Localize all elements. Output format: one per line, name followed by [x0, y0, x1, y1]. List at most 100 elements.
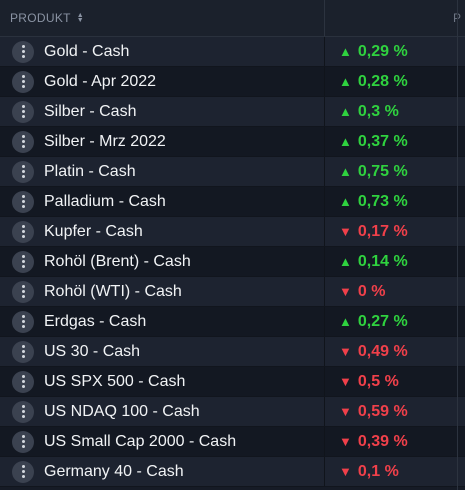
arrow-down-icon: ▼	[339, 404, 352, 419]
table-row[interactable]: Kupfer - Cash ▼ 0,17 %	[0, 217, 465, 247]
more-options-icon[interactable]	[12, 250, 34, 273]
arrow-up-icon: ▲	[339, 164, 352, 179]
table-row[interactable]: US Small Cap 2000 - Cash ▼ 0,39 %	[0, 427, 465, 457]
change-cell: ▲ 0,37 %	[325, 133, 465, 151]
product-name[interactable]: Rohöl (WTI) - Cash	[44, 282, 182, 300]
product-cell: Silber - Cash	[0, 97, 325, 126]
product-cell: US 30 - Cash	[0, 337, 325, 366]
change-cell: ▼ 0,5 %	[325, 373, 465, 391]
arrow-down-icon: ▼	[339, 344, 352, 359]
product-cell: Gold - Cash	[0, 37, 325, 66]
product-name[interactable]: US 30 - Cash	[44, 342, 141, 360]
change-value: 0,5 %	[357, 372, 399, 390]
table-row[interactable]: Rohöl (Brent) - Cash ▲ 0,14 %	[0, 247, 465, 277]
more-options-icon[interactable]	[12, 280, 34, 303]
product-name[interactable]: Kupfer - Cash	[44, 222, 143, 240]
arrow-up-icon: ▲	[339, 74, 352, 89]
change-cell: ▲ 0,14 %	[325, 253, 465, 271]
product-cell: Platin - Cash	[0, 157, 325, 186]
arrow-down-icon: ▼	[339, 224, 352, 239]
change-value: 0,75 %	[357, 162, 408, 180]
more-options-icon[interactable]	[12, 370, 34, 393]
change-cell: ▲ 0,27 %	[325, 313, 465, 331]
table-row[interactable]: Erdgas - Cash ▲ 0,27 %	[0, 307, 465, 337]
change-value: 0,27 %	[357, 312, 408, 330]
product-name[interactable]: Erdgas - Cash	[44, 312, 147, 330]
change-value: 0,1 %	[357, 462, 399, 480]
table-header: PRODUKT ▲ ▼ P	[0, 0, 465, 37]
arrow-down-icon: ▼	[339, 434, 352, 449]
product-name[interactable]: Gold - Apr 2022	[44, 72, 157, 90]
arrow-up-icon: ▲	[339, 194, 352, 209]
sort-icon[interactable]: ▲ ▼	[76, 12, 85, 24]
more-options-icon[interactable]	[12, 190, 34, 213]
change-value: 0,39 %	[357, 432, 408, 450]
product-name[interactable]: US Small Cap 2000 - Cash	[44, 432, 237, 450]
product-cell: Rohöl (WTI) - Cash	[0, 277, 325, 306]
product-cell: Gold - Apr 2022	[0, 67, 325, 96]
arrow-up-icon: ▲	[339, 44, 352, 59]
more-options-icon[interactable]	[12, 70, 34, 93]
table-row[interactable]: Silber - Mrz 2022 ▲ 0,37 %	[0, 127, 465, 157]
more-options-icon[interactable]	[12, 160, 34, 183]
table-row[interactable]: Gold - Apr 2022 ▲ 0,28 %	[0, 67, 465, 97]
product-cell: Palladium - Cash	[0, 187, 325, 216]
product-name[interactable]: Gold - Cash	[44, 42, 130, 60]
table-body: Gold - Cash ▲ 0,29 % Gold - Apr 2022 ▲ 0,28 %…	[0, 37, 465, 487]
change-cell: ▼ 0 %	[325, 283, 465, 301]
change-cell: ▲ 0,75 %	[325, 163, 465, 181]
change-value: 0,28 %	[357, 72, 408, 90]
product-name[interactable]: US SPX 500 - Cash	[44, 372, 186, 390]
arrow-down-icon: ▼	[339, 464, 352, 479]
change-value: 0,3 %	[357, 102, 399, 120]
product-cell: Silber - Mrz 2022	[0, 127, 325, 156]
more-options-icon[interactable]	[12, 220, 34, 243]
column-header-product-label: PRODUKT	[10, 11, 71, 25]
product-name[interactable]: Palladium - Cash	[44, 192, 166, 210]
arrow-down-icon: ▼	[339, 374, 352, 389]
change-cell: ▼ 0,59 %	[325, 403, 465, 421]
table-row[interactable]: Germany 40 - Cash ▼ 0,1 %	[0, 457, 465, 487]
change-cell: ▲ 0,3 %	[325, 103, 465, 121]
table-row[interactable]: US SPX 500 - Cash ▼ 0,5 %	[0, 367, 465, 397]
column-divider	[457, 0, 465, 490]
change-value: 0,73 %	[357, 192, 408, 210]
change-value: 0,17 %	[357, 222, 408, 240]
table-row[interactable]: Silber - Cash ▲ 0,3 %	[0, 97, 465, 127]
product-name[interactable]: Silber - Mrz 2022	[44, 132, 166, 150]
change-cell: ▼ 0,49 %	[325, 343, 465, 361]
column-header-product[interactable]: PRODUKT ▲ ▼	[0, 0, 325, 36]
table-row[interactable]: US NDAQ 100 - Cash ▼ 0,59 %	[0, 397, 465, 427]
more-options-icon[interactable]	[12, 430, 34, 453]
more-options-icon[interactable]	[12, 130, 34, 153]
product-cell: Erdgas - Cash	[0, 307, 325, 336]
change-value: 0,59 %	[357, 402, 408, 420]
product-name[interactable]: Silber - Cash	[44, 102, 137, 120]
arrow-up-icon: ▲	[339, 254, 352, 269]
more-options-icon[interactable]	[12, 100, 34, 123]
more-options-icon[interactable]	[12, 310, 34, 333]
product-name[interactable]: Platin - Cash	[44, 162, 136, 180]
product-name[interactable]: US NDAQ 100 - Cash	[44, 402, 200, 420]
table-row[interactable]: US 30 - Cash ▼ 0,49 %	[0, 337, 465, 367]
product-cell: US SPX 500 - Cash	[0, 367, 325, 396]
more-options-icon[interactable]	[12, 400, 34, 423]
more-options-icon[interactable]	[12, 40, 34, 63]
column-header-change[interactable]: P	[325, 0, 465, 36]
change-value: 0,14 %	[357, 252, 408, 270]
more-options-icon[interactable]	[12, 460, 34, 483]
arrow-up-icon: ▲	[339, 104, 352, 119]
product-cell: Rohöl (Brent) - Cash	[0, 247, 325, 276]
product-name[interactable]: Rohöl (Brent) - Cash	[44, 252, 191, 270]
table-row[interactable]: Platin - Cash ▲ 0,75 %	[0, 157, 465, 187]
more-options-icon[interactable]	[12, 340, 34, 363]
product-cell: US Small Cap 2000 - Cash	[0, 427, 325, 456]
change-cell: ▼ 0,39 %	[325, 433, 465, 451]
product-name[interactable]: Germany 40 - Cash	[44, 462, 184, 480]
table-row[interactable]: Rohöl (WTI) - Cash ▼ 0 %	[0, 277, 465, 307]
table-row[interactable]: Gold - Cash ▲ 0,29 %	[0, 37, 465, 67]
change-cell: ▼ 0,17 %	[325, 223, 465, 241]
table-row[interactable]: Palladium - Cash ▲ 0,73 %	[0, 187, 465, 217]
product-cell: Kupfer - Cash	[0, 217, 325, 246]
change-cell: ▼ 0,1 %	[325, 463, 465, 481]
